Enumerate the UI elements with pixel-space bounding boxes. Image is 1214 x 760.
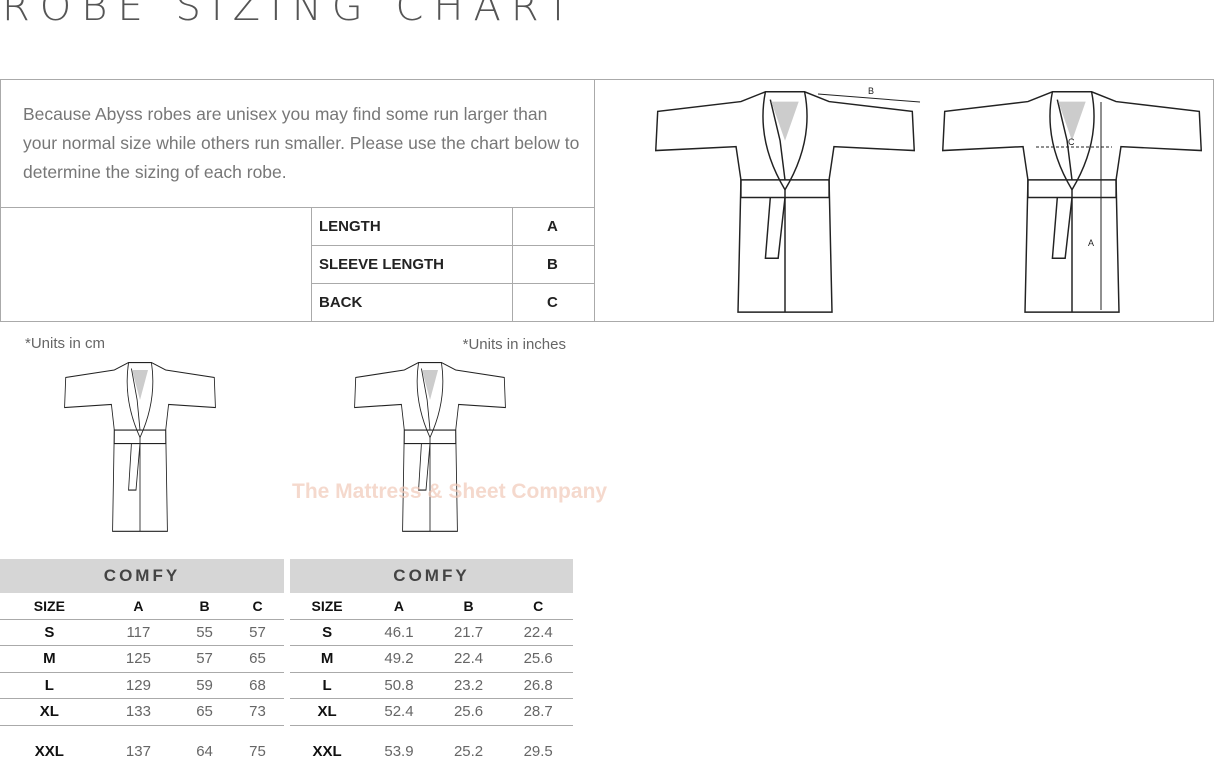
robe-back-diagram xyxy=(932,82,1212,317)
table-row: XXL 53.9 25.2 29.5 xyxy=(290,725,573,760)
measure-c-label: C xyxy=(1068,137,1075,147)
cell: 46.1 xyxy=(364,619,434,646)
cell: 73 xyxy=(231,698,284,726)
table-header-row: SIZE A B C xyxy=(0,593,284,620)
cell: 129 xyxy=(98,672,179,699)
measure-b-line xyxy=(817,93,921,103)
robe-illustration xyxy=(350,355,510,535)
table-row: L 129 59 68 xyxy=(0,672,284,699)
cell: 53.9 xyxy=(384,742,414,760)
cell: 26.8 xyxy=(503,672,573,699)
cell: 25.6 xyxy=(433,698,504,726)
cell: 22.4 xyxy=(503,619,573,646)
cell: 65 xyxy=(231,645,284,673)
divider xyxy=(0,207,594,208)
size-cell: XL xyxy=(290,698,365,726)
cell: 52.4 xyxy=(364,698,434,726)
legend-label: LENGTH xyxy=(319,218,381,235)
size-cell: XXL xyxy=(34,742,64,760)
cell: 68 xyxy=(231,672,284,699)
legend-label: BACK xyxy=(319,294,363,311)
cell: 28.7 xyxy=(503,698,573,726)
table-title: COMFY xyxy=(0,559,284,593)
size-cell: L xyxy=(0,672,99,699)
col-header: A xyxy=(98,593,179,620)
cell: 64 xyxy=(196,742,213,760)
legend-label: SLEEVE LENGTH xyxy=(319,256,445,273)
cell: 125 xyxy=(98,645,179,673)
legend-code: B xyxy=(547,256,558,273)
legend-code: A xyxy=(547,218,558,235)
cell: 22.4 xyxy=(433,645,504,673)
size-cell: L xyxy=(290,672,365,699)
size-cell: XXL xyxy=(312,742,342,760)
intro-text: Because Abyss robes are unisex you may f… xyxy=(23,104,580,182)
table-row: XL 52.4 25.6 28.7 xyxy=(290,698,573,726)
cell: 23.2 xyxy=(433,672,504,699)
table-row: S 46.1 21.7 22.4 xyxy=(290,619,573,646)
size-cell: XL xyxy=(0,698,99,726)
divider xyxy=(311,207,312,321)
table-row: M 49.2 22.4 25.6 xyxy=(290,645,573,673)
units-label-inches: *Units in inches xyxy=(462,336,566,353)
cell: 29.5 xyxy=(523,742,553,760)
measure-a-label: A xyxy=(1088,238,1095,248)
table-title: COMFY xyxy=(290,559,573,593)
cell: 65 xyxy=(178,698,232,726)
page-title: ROBE SIZING CHART xyxy=(2,0,581,30)
table-row: M 125 57 65 xyxy=(0,645,284,673)
legend-code: C xyxy=(547,294,558,311)
divider xyxy=(311,283,594,284)
table-row: XL 133 65 73 xyxy=(0,698,284,726)
robe-front-diagram xyxy=(645,82,925,317)
measure-c-line xyxy=(1036,146,1112,148)
cell: 50.8 xyxy=(364,672,434,699)
size-cell: M xyxy=(290,645,365,673)
cell: 57 xyxy=(231,619,284,646)
col-header: SIZE xyxy=(290,593,365,620)
table-row: XXL 137 64 75 xyxy=(0,725,284,760)
units-label-cm: *Units in cm xyxy=(25,335,106,352)
col-header: B xyxy=(433,593,504,620)
col-header: B xyxy=(178,593,232,620)
size-table-inches: COMFY SIZE A B C S 46.1 21.7 22.4 M 49.2 22.4 25.… xyxy=(290,559,573,760)
divider xyxy=(594,79,595,321)
measure-b-label: B xyxy=(868,86,875,96)
col-header: A xyxy=(364,593,434,620)
cell: 75 xyxy=(249,742,266,760)
cell: 59 xyxy=(178,672,232,699)
cell: 133 xyxy=(98,698,179,726)
cell: 137 xyxy=(125,742,151,760)
col-header: SIZE xyxy=(0,593,99,620)
col-header: C xyxy=(503,593,573,620)
cell: 117 xyxy=(98,619,179,646)
watermark-logo: The Mattress & Sheet Company xyxy=(292,480,608,503)
divider xyxy=(512,207,513,321)
cell: 49.2 xyxy=(364,645,434,673)
table-row: S 117 55 57 xyxy=(0,619,284,646)
size-table-cm: COMFY SIZE A B C S 117 55 57 M 125 57 65 L 129 59 68… xyxy=(0,559,284,760)
robe-illustration xyxy=(60,355,220,535)
cell: 25.2 xyxy=(453,742,484,760)
table-row: L 50.8 23.2 26.8 xyxy=(290,672,573,699)
size-cell: S xyxy=(290,619,365,646)
cell: 57 xyxy=(178,645,232,673)
size-cell: S xyxy=(0,619,99,646)
measure-a-line xyxy=(1100,102,1102,310)
cell: 25.6 xyxy=(503,645,573,673)
size-cell: M xyxy=(0,645,99,673)
table-header-row: SIZE A B C xyxy=(290,593,573,620)
col-header: C xyxy=(231,593,284,620)
cell: 55 xyxy=(178,619,232,646)
cell: 21.7 xyxy=(433,619,504,646)
divider xyxy=(311,245,594,246)
